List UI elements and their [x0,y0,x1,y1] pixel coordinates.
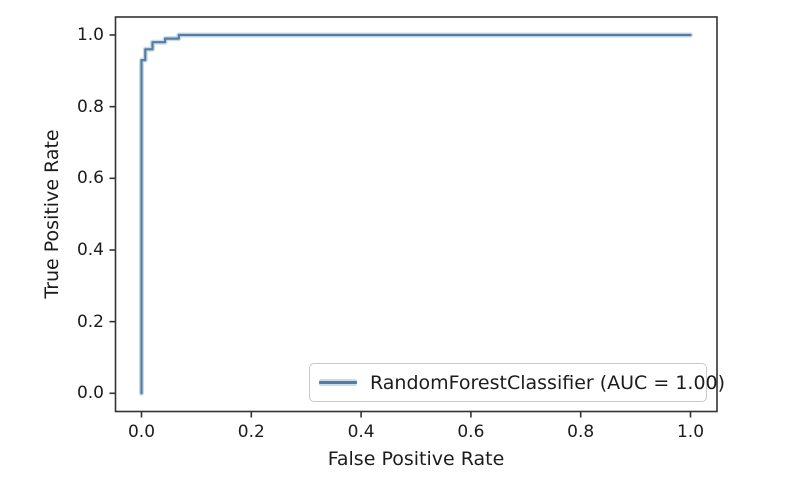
x-tick-label: 0.4 [347,422,375,442]
y-tick-label: 0.0 [76,383,104,404]
y-tick-label: 1.0 [76,25,104,45]
y-tick-label: 0.4 [76,239,104,260]
y-axis-label: True Positive Rate [41,129,63,299]
legend-label: RandomForestClassifier (AUC = 1.00) [370,371,726,394]
legend-line-sample-core [319,381,357,384]
x-tick-label: 0.6 [457,422,485,442]
y-tick-label: 0.6 [76,168,104,189]
roc-curve-halo [139,32,693,396]
x-tick-label: 1.0 [676,422,705,442]
legend-line-sample [319,379,357,386]
roc-curve-line [140,33,692,395]
axes-spines [114,16,718,413]
x-tick-label: 0.0 [127,422,156,442]
x-tick-label: 0.2 [237,422,265,442]
y-tick-label: 0.8 [76,96,104,117]
legend-box: RandomForestClassifier (AUC = 1.00) [309,363,725,402]
x-axis-label: False Positive Rate [327,448,505,470]
x-tick-label: 0.8 [567,422,595,442]
y-tick-label: 0.2 [76,311,104,332]
